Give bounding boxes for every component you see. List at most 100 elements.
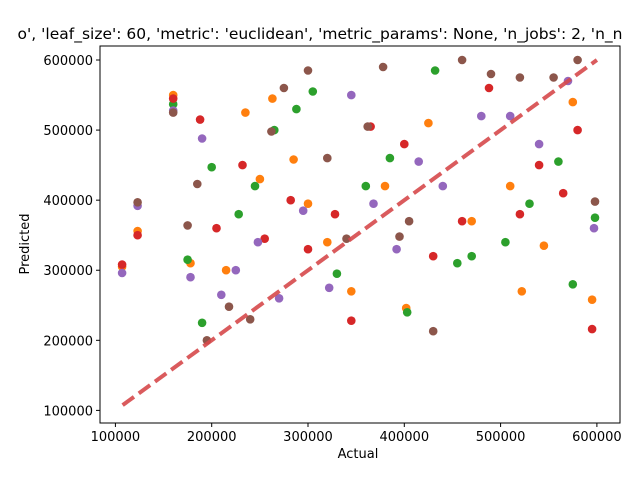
data-point-series-3 (303, 244, 313, 254)
data-point-series-4 (414, 157, 424, 166)
data-point-series-5 (245, 315, 255, 324)
data-point-series-4 (324, 283, 334, 293)
data-point-series-4 (186, 272, 195, 282)
y-axis-label: Predicted (18, 213, 33, 274)
data-point-series-3 (260, 234, 270, 243)
data-point-series-3 (558, 188, 568, 198)
x-tick-label: 500000 (476, 430, 526, 445)
axes: 100000 200000 300000 400000 500000 600000 1000… (43, 45, 622, 445)
data-point-series-3 (168, 94, 178, 103)
data-point-series-1 (268, 94, 277, 103)
y-tick-label: 500000 (43, 124, 93, 139)
data-point-series-1 (505, 181, 515, 191)
data-point-series-5 (279, 83, 289, 93)
data-point-series-2 (292, 104, 301, 114)
data-point-series-5 (486, 69, 496, 79)
data-point-series-4 (274, 294, 284, 303)
data-point-series-2 (467, 251, 477, 261)
data-point-series-5 (133, 198, 142, 207)
data-point-series-4 (392, 244, 401, 254)
data-point-series-1 (424, 118, 433, 128)
x-axis-label: Actual (338, 447, 379, 462)
data-point-series-2 (183, 255, 192, 264)
data-point-series-4 (534, 139, 544, 149)
data-point-series-1 (568, 97, 578, 107)
data-point-series-1 (303, 199, 313, 208)
y-tick-label: 300000 (43, 264, 93, 279)
data-point-series-2 (308, 87, 318, 96)
data-points (117, 55, 600, 345)
data-point-series-4 (231, 265, 241, 275)
data-point-series-1 (255, 174, 265, 184)
data-point-series-2 (501, 237, 510, 247)
y-tick-label: 600000 (43, 54, 93, 69)
data-point-series-5 (224, 302, 234, 312)
data-point-series-3 (286, 195, 296, 205)
data-point-series-3 (428, 251, 438, 261)
data-point-series-4 (347, 90, 356, 100)
y-tick-label: 100000 (43, 404, 93, 419)
data-point-series-2 (590, 213, 600, 222)
data-point-series-3 (587, 324, 597, 334)
data-point-series-5 (590, 197, 600, 206)
data-point-series-2 (525, 199, 534, 208)
data-point-series-3 (330, 209, 340, 219)
data-point-series-2 (453, 258, 462, 268)
data-point-series-2 (385, 153, 395, 163)
data-point-series-2 (568, 280, 578, 289)
data-point-series-3 (457, 216, 467, 226)
data-point-series-5 (549, 73, 558, 82)
data-point-series-4 (438, 181, 448, 191)
data-point-series-5 (342, 234, 351, 243)
data-point-series-2 (554, 157, 563, 166)
data-point-series-1 (241, 108, 250, 117)
chart-title: o', 'leaf_size': 60, 'metric': 'euclidea… (18, 25, 623, 44)
y-tick-label: 400000 (43, 194, 93, 209)
data-point-series-4 (298, 206, 308, 215)
data-point-series-1 (347, 287, 356, 296)
y-tick-label: 200000 (43, 334, 93, 349)
data-point-series-5 (573, 55, 582, 65)
data-point-series-3 (400, 139, 409, 149)
data-point-series-1 (539, 241, 549, 250)
data-point-series-3 (484, 83, 494, 93)
data-point-series-4 (197, 134, 207, 143)
data-point-series-3 (195, 115, 205, 124)
data-point-series-5 (323, 153, 332, 163)
x-tick-label: 300000 (283, 430, 333, 445)
data-point-series-1 (323, 237, 332, 247)
data-point-series-2 (207, 162, 216, 172)
data-point-series-3 (573, 125, 582, 135)
reference-line-layer (121, 58, 599, 407)
data-point-series-5 (378, 62, 388, 72)
data-point-series-3 (534, 160, 544, 170)
data-point-series-4 (589, 223, 599, 233)
x-tick-label: 200000 (187, 430, 237, 445)
x-tick-label: 400000 (379, 430, 429, 445)
data-point-series-4 (477, 111, 486, 121)
data-point-series-3 (212, 223, 221, 233)
data-point-series-5 (267, 127, 276, 136)
data-point-series-1 (289, 155, 298, 164)
data-point-series-4 (217, 290, 226, 300)
data-point-series-2 (430, 66, 440, 75)
data-point-series-3 (347, 316, 356, 326)
data-point-series-2 (234, 209, 243, 219)
data-point-series-5 (404, 216, 414, 226)
data-point-series-5 (457, 55, 467, 65)
data-point-series-2 (361, 181, 371, 191)
data-point-series-3 (117, 260, 127, 269)
axes-frame (99, 45, 621, 424)
data-point-series-2 (402, 308, 412, 317)
x-tick-label: 100000 (91, 430, 141, 445)
data-point-series-3 (238, 160, 247, 170)
data-point-series-5 (303, 66, 313, 75)
data-point-series-1 (467, 216, 477, 226)
data-point-series-4 (117, 268, 127, 278)
data-point-series-5 (515, 73, 525, 82)
data-point-series-2 (250, 181, 260, 191)
data-point-series-1 (517, 287, 527, 296)
data-point-series-1 (221, 265, 231, 275)
data-point-series-3 (133, 230, 142, 240)
